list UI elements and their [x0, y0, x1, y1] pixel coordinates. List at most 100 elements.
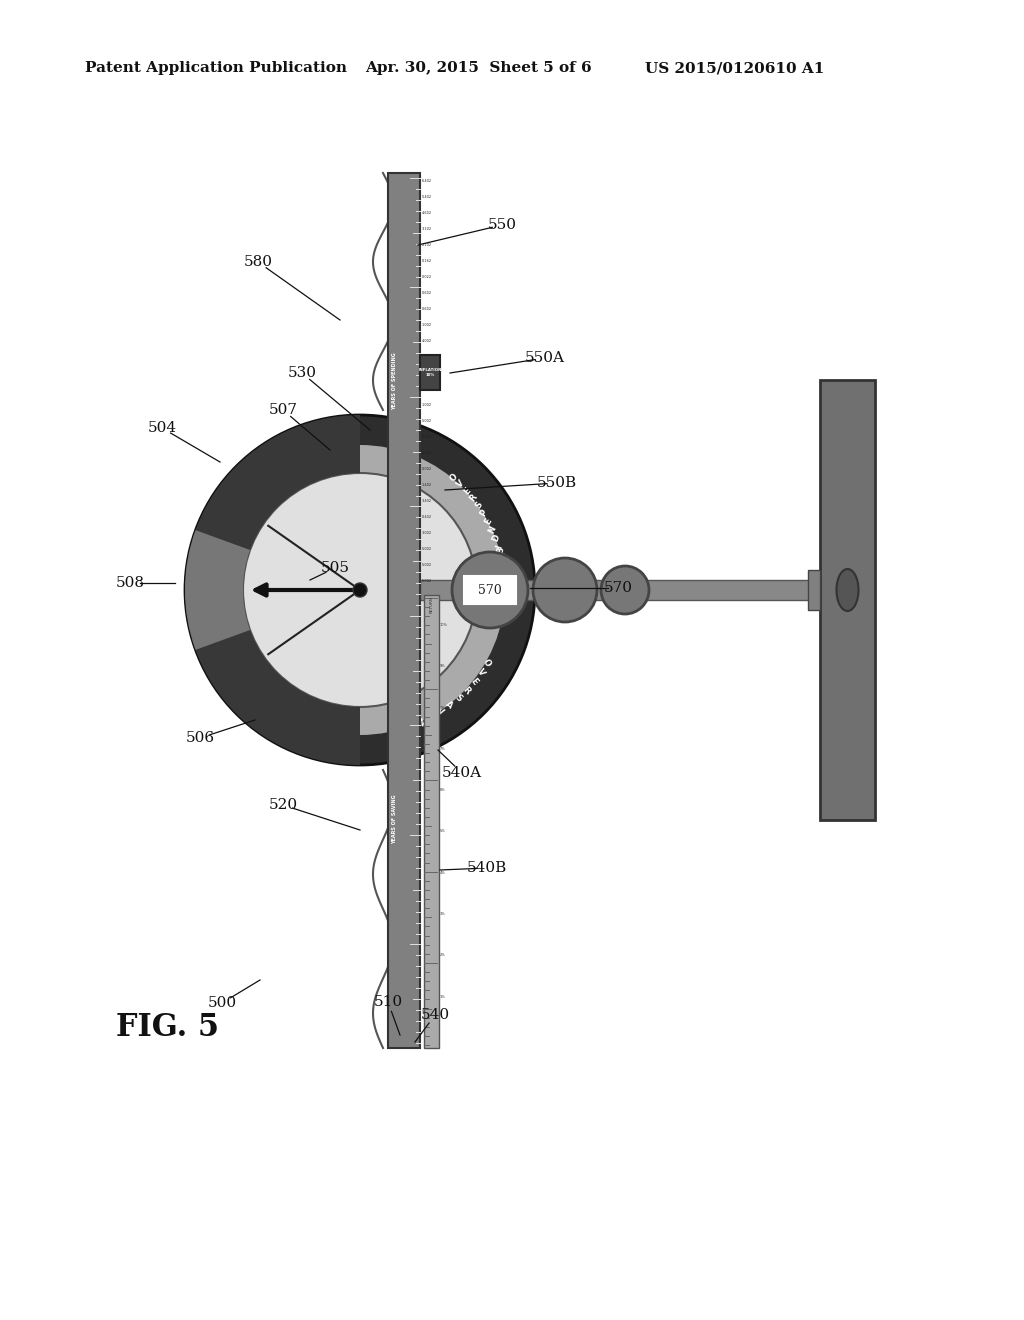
Text: D: D	[490, 533, 502, 543]
Text: US 2015/0120610 A1: US 2015/0120610 A1	[645, 61, 824, 75]
Text: N: N	[497, 552, 507, 560]
Text: O: O	[481, 657, 493, 668]
Text: E: E	[468, 677, 479, 686]
Text: 507: 507	[268, 403, 298, 417]
Text: 550A: 550A	[525, 351, 565, 366]
Text: N: N	[416, 717, 425, 729]
Text: B: B	[496, 545, 506, 554]
Circle shape	[243, 473, 477, 708]
Text: 3.402: 3.402	[422, 499, 432, 503]
Text: 4%: 4%	[440, 871, 445, 875]
Wedge shape	[185, 414, 360, 590]
Bar	[388, 173, 420, 1048]
Ellipse shape	[837, 569, 858, 611]
Text: V: V	[456, 479, 466, 490]
Text: 5.002: 5.002	[422, 579, 432, 583]
Text: 2.102: 2.102	[422, 243, 432, 247]
Text: 506: 506	[185, 731, 215, 744]
Text: E: E	[502, 581, 511, 587]
Text: 505: 505	[321, 561, 349, 576]
Text: R: R	[461, 685, 472, 696]
Text: D: D	[502, 586, 511, 594]
Text: 540: 540	[421, 1008, 450, 1022]
Text: 0.162: 0.162	[422, 259, 432, 263]
Text: 0.022: 0.022	[422, 275, 432, 279]
Text: 3.002: 3.002	[422, 531, 432, 535]
Text: 4.002: 4.002	[422, 436, 432, 440]
Text: 4.002: 4.002	[422, 339, 432, 343]
Text: 2%: 2%	[440, 953, 445, 957]
Text: G: G	[406, 722, 415, 733]
Bar	[424, 595, 439, 1048]
Text: 540B: 540B	[467, 861, 507, 875]
Text: 3%: 3%	[440, 912, 445, 916]
Text: 8%: 8%	[440, 706, 445, 710]
Wedge shape	[185, 590, 360, 766]
Text: YEARS OF SAVING: YEARS OF SAVING	[392, 795, 397, 843]
Circle shape	[534, 558, 597, 622]
Text: O: O	[449, 473, 460, 484]
Text: 510: 510	[374, 995, 402, 1008]
Text: 1%: 1%	[440, 995, 445, 999]
Text: 540A: 540A	[442, 766, 482, 780]
Text: 7%: 7%	[440, 747, 445, 751]
Text: I: I	[495, 544, 504, 549]
Text: N: N	[487, 524, 499, 535]
Text: A: A	[499, 562, 509, 570]
Text: 1.002: 1.002	[422, 403, 432, 407]
Text: P: P	[478, 508, 489, 517]
Text: 5.002: 5.002	[422, 546, 432, 550]
Text: 9%: 9%	[440, 664, 445, 668]
Text: 570: 570	[478, 583, 502, 597]
Text: N: N	[500, 569, 510, 577]
Text: 0.602: 0.602	[422, 290, 432, 294]
Bar	[464, 576, 516, 605]
Text: 530: 530	[288, 366, 316, 380]
Text: 0.002: 0.002	[422, 467, 432, 471]
Bar	[820, 380, 874, 820]
Text: 2.002: 2.002	[422, 451, 432, 455]
Text: 5.402: 5.402	[422, 195, 432, 199]
Text: E: E	[462, 486, 472, 496]
Bar	[808, 570, 820, 610]
Text: 6.402: 6.402	[422, 180, 432, 183]
Text: E: E	[483, 516, 494, 525]
Text: 504: 504	[147, 421, 176, 436]
Text: 570: 570	[603, 581, 633, 595]
Text: FIG. 5: FIG. 5	[117, 1012, 219, 1044]
Text: YEARS OF SPENDING: YEARS OF SPENDING	[392, 352, 397, 411]
Circle shape	[353, 583, 367, 597]
Circle shape	[452, 552, 528, 628]
Text: L: L	[498, 557, 508, 565]
Text: 550B: 550B	[537, 477, 578, 490]
Circle shape	[601, 566, 649, 614]
Text: Patent Application Publication: Patent Application Publication	[85, 61, 347, 75]
Text: 4.002: 4.002	[422, 371, 432, 375]
Text: 3.102: 3.102	[422, 227, 432, 231]
Text: 508: 508	[116, 576, 144, 590]
Bar	[420, 355, 440, 389]
Circle shape	[215, 445, 505, 735]
Text: 0.002: 0.002	[422, 387, 432, 391]
Text: 5.002: 5.002	[422, 418, 432, 422]
Text: 580: 580	[244, 255, 272, 269]
Wedge shape	[185, 531, 250, 649]
Text: G: G	[499, 561, 509, 569]
Text: S: S	[473, 500, 484, 511]
Text: V: V	[475, 668, 486, 677]
Text: A: A	[444, 700, 455, 711]
Text: I: I	[427, 713, 434, 722]
Text: C: C	[501, 576, 510, 582]
Text: S: S	[453, 693, 463, 704]
Text: 1.002: 1.002	[422, 323, 432, 327]
Text: 4.602: 4.602	[422, 211, 432, 215]
Text: 550: 550	[487, 218, 516, 232]
Text: A: A	[497, 552, 507, 560]
Circle shape	[185, 414, 535, 766]
Text: 500: 500	[208, 997, 237, 1010]
Text: 10%: 10%	[440, 623, 447, 627]
Bar	[420, 579, 820, 601]
Text: 6.002: 6.002	[422, 355, 432, 359]
Text: R: R	[468, 492, 479, 503]
Text: 0.602: 0.602	[422, 308, 432, 312]
